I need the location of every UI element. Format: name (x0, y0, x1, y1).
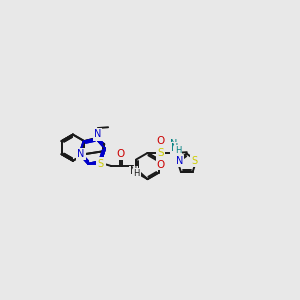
Text: S: S (191, 156, 197, 166)
Text: H: H (175, 146, 182, 155)
Text: S: S (157, 148, 164, 158)
Text: N: N (94, 129, 101, 139)
Text: N: N (130, 167, 137, 176)
Text: H: H (175, 146, 182, 155)
Text: N: N (170, 139, 177, 149)
Text: N: N (171, 142, 178, 153)
Text: O: O (116, 149, 125, 159)
Text: N: N (130, 167, 137, 176)
Text: O: O (157, 136, 165, 146)
Text: N: N (94, 130, 101, 140)
Text: N: N (176, 156, 183, 166)
Text: H: H (134, 169, 140, 178)
Text: O: O (157, 160, 165, 170)
Text: N: N (77, 149, 85, 159)
Text: S: S (191, 156, 197, 166)
Text: O: O (157, 136, 165, 146)
Text: S: S (157, 148, 164, 158)
Text: H: H (134, 169, 140, 178)
Text: N: N (171, 142, 178, 153)
Text: N: N (77, 149, 85, 159)
Text: S: S (98, 159, 103, 169)
Text: O: O (157, 160, 165, 170)
Text: N: N (176, 156, 183, 166)
Text: N: N (97, 158, 105, 167)
Text: O: O (116, 149, 125, 159)
Text: S: S (98, 159, 103, 169)
Text: N: N (97, 158, 105, 167)
Text: H: H (170, 145, 177, 154)
